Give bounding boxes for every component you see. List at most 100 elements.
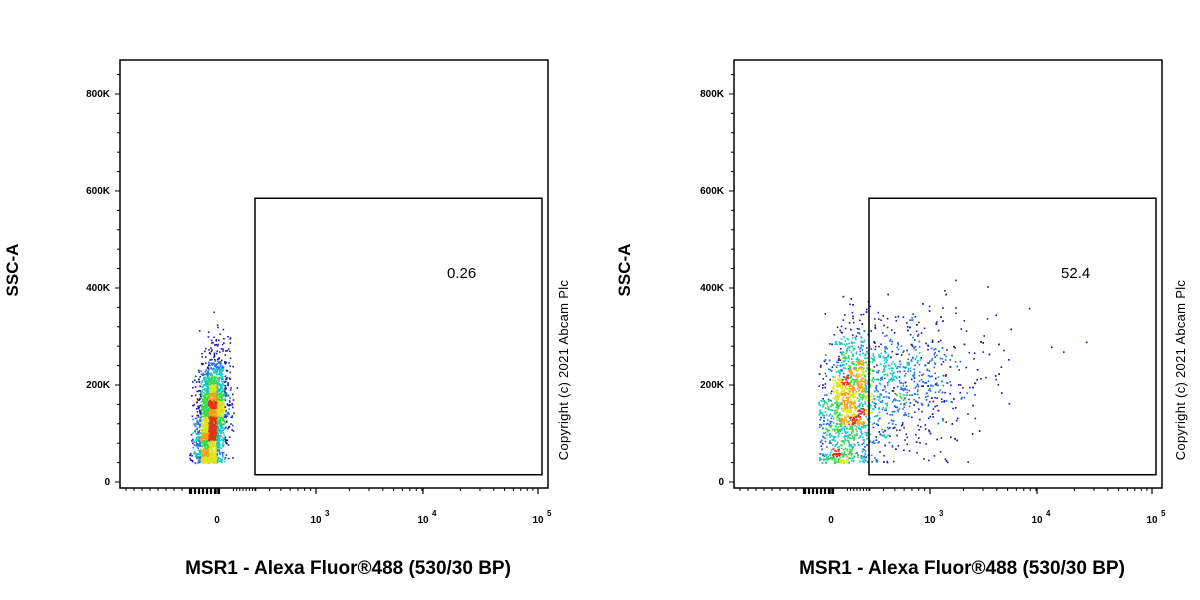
event-dot	[216, 405, 219, 408]
event-dot	[1051, 346, 1053, 348]
event-dot	[208, 445, 210, 447]
event-dot	[204, 462, 206, 464]
event-dot	[227, 348, 230, 350]
event-dot	[917, 333, 920, 336]
event-dot	[854, 409, 857, 411]
event-dot	[215, 440, 217, 443]
event-dot	[212, 395, 214, 398]
event-dot	[858, 400, 860, 402]
event-dot	[929, 432, 932, 435]
event-dot	[857, 444, 860, 446]
event-dot	[217, 408, 219, 411]
event-dot	[852, 446, 854, 449]
event-dot	[882, 406, 885, 409]
event-dot	[823, 455, 826, 458]
event-dot	[897, 342, 899, 344]
event-dot	[192, 381, 194, 383]
event-dot	[207, 462, 209, 464]
event-dot	[846, 410, 848, 413]
event-dot	[211, 381, 213, 384]
event-dot	[208, 402, 210, 404]
event-dot	[201, 420, 204, 423]
event-dot	[839, 412, 841, 415]
event-dot	[892, 377, 895, 379]
event-dot	[215, 380, 218, 383]
event-dot	[941, 347, 944, 349]
event-dot	[820, 400, 822, 402]
event-dot	[863, 438, 865, 441]
event-dot	[937, 409, 940, 412]
event-dot	[201, 405, 203, 407]
event-dot	[221, 370, 223, 373]
event-dot	[839, 372, 841, 375]
event-dot	[214, 408, 216, 410]
event-dot	[217, 414, 220, 417]
event-dot	[942, 361, 945, 363]
event-dot	[218, 406, 220, 408]
event-dot	[219, 399, 222, 401]
event-dot	[858, 437, 860, 439]
event-dot	[222, 439, 224, 441]
event-dot	[190, 459, 193, 462]
event-dot	[859, 381, 861, 383]
event-dot	[841, 429, 843, 431]
event-dot	[851, 372, 854, 375]
event-dot	[844, 355, 847, 358]
event-dot	[873, 366, 876, 368]
event-dot	[213, 402, 215, 405]
event-dot	[904, 413, 906, 416]
event-dot	[219, 372, 221, 374]
event-dot	[201, 389, 204, 391]
event-dot	[224, 388, 226, 390]
event-dot	[867, 393, 869, 396]
event-dot	[891, 400, 894, 403]
event-dot	[197, 414, 199, 417]
event-dot	[225, 426, 227, 429]
event-dot	[213, 419, 215, 421]
event-dot	[201, 431, 204, 434]
event-dot	[214, 403, 216, 405]
event-dot	[871, 454, 873, 456]
event-dot	[855, 351, 858, 353]
event-dot	[847, 338, 850, 341]
event-dot	[1001, 392, 1003, 394]
event-dot	[205, 425, 208, 428]
event-dot	[860, 337, 863, 339]
y-tick-label: 200K	[86, 380, 111, 391]
event-dot	[223, 409, 225, 411]
event-dot	[199, 436, 202, 438]
event-dot	[212, 451, 214, 453]
event-dot	[836, 419, 839, 421]
event-dot	[216, 435, 218, 437]
event-dot	[903, 397, 905, 399]
event-dot	[212, 421, 214, 424]
event-dot	[822, 384, 824, 386]
event-dot	[843, 389, 845, 392]
event-dot	[839, 378, 842, 381]
event-dot	[225, 361, 227, 364]
event-dot	[206, 375, 209, 377]
event-dot	[848, 349, 851, 352]
event-dot	[860, 366, 862, 368]
event-dot	[208, 415, 210, 417]
event-dot	[202, 434, 204, 437]
event-dot	[855, 364, 857, 366]
event-dot	[208, 378, 211, 381]
event-dot	[219, 401, 222, 403]
event-dot	[224, 375, 227, 378]
event-dot	[893, 405, 896, 407]
event-dot	[223, 409, 226, 412]
event-dot	[222, 348, 224, 350]
event-dot	[199, 461, 202, 463]
event-dot	[923, 458, 925, 460]
event-dot	[201, 352, 203, 355]
event-dot	[884, 348, 887, 350]
event-dot	[206, 438, 208, 440]
event-dot	[837, 404, 840, 406]
event-dot	[837, 385, 840, 387]
event-dot	[204, 378, 206, 381]
event-dot	[197, 459, 200, 462]
event-dot	[898, 408, 901, 410]
event-dot	[197, 390, 200, 392]
event-dot	[858, 424, 861, 427]
